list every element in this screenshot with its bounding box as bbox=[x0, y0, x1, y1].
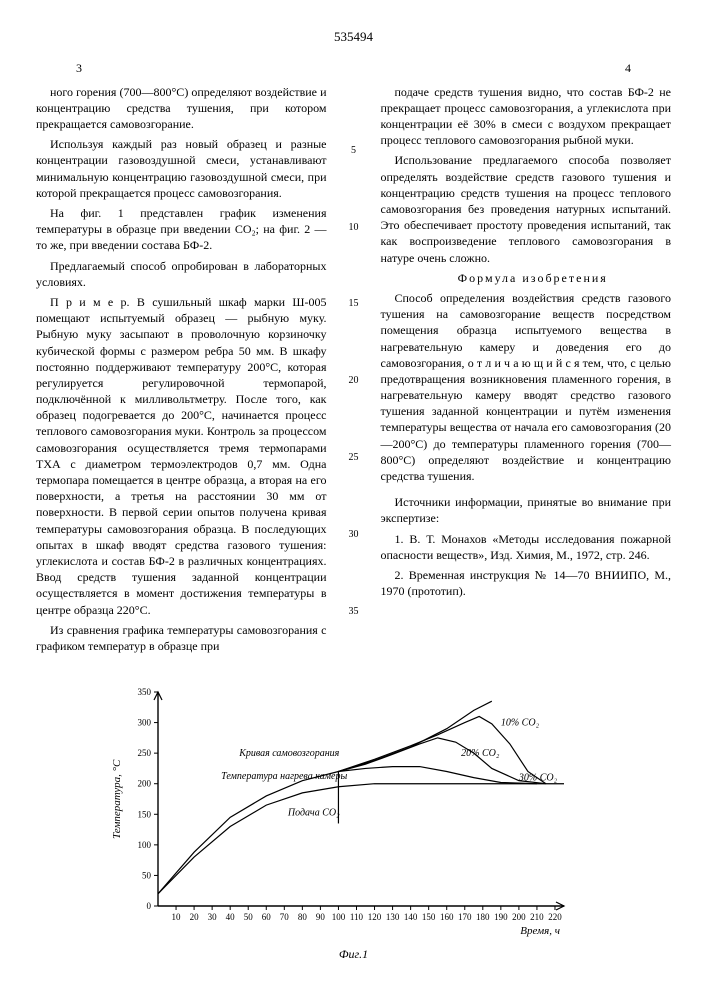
svg-text:10: 10 bbox=[171, 912, 181, 922]
svg-text:90: 90 bbox=[315, 912, 325, 922]
para: П р и м е р. В сушильный шкаф марки Ш-00… bbox=[36, 294, 327, 618]
svg-text:220: 220 bbox=[548, 912, 562, 922]
svg-text:Подача СО₂: Подача СО₂ bbox=[286, 808, 339, 819]
sources-title: Источники информации, принятые во вниман… bbox=[381, 494, 672, 526]
svg-text:110: 110 bbox=[349, 912, 363, 922]
para: Использование предлагаемого способа позв… bbox=[381, 152, 672, 265]
svg-text:50: 50 bbox=[142, 871, 152, 881]
svg-text:140: 140 bbox=[403, 912, 417, 922]
line-marker: 35 bbox=[345, 605, 363, 619]
line-marker: 20 bbox=[345, 374, 363, 388]
svg-text:100: 100 bbox=[137, 840, 151, 850]
line-marker: 25 bbox=[345, 451, 363, 465]
source-item: 2. Временная инструкция № 14—70 ВНИИПО, … bbox=[381, 567, 672, 599]
svg-text:210: 210 bbox=[530, 912, 544, 922]
para: Предлагаемый способ опробирован в лабора… bbox=[36, 258, 327, 290]
svg-text:30% СО₂: 30% СО₂ bbox=[517, 773, 557, 784]
para: Способ определения воздействия средств г… bbox=[381, 290, 672, 484]
svg-text:40: 40 bbox=[225, 912, 235, 922]
svg-text:20: 20 bbox=[189, 912, 199, 922]
svg-text:Температура, °С: Температура, °С bbox=[111, 759, 123, 839]
formula-title: Формула изобретения bbox=[381, 270, 672, 286]
left-column: ного горения (700—800°С) определяют возд… bbox=[36, 84, 327, 658]
svg-text:10% СО₂: 10% СО₂ bbox=[500, 718, 539, 729]
figure-1: 0 50 100 150 200 250 300 350 10 20 30 40 50 60 70 80 90 1… bbox=[36, 682, 671, 962]
svg-text:70: 70 bbox=[279, 912, 289, 922]
line-marker: 10 bbox=[345, 221, 363, 235]
svg-text:20% СО₂: 20% СО₂ bbox=[461, 748, 500, 759]
svg-text:250: 250 bbox=[137, 748, 151, 758]
svg-text:50: 50 bbox=[243, 912, 253, 922]
para: подаче средств тушения видно, что состав… bbox=[381, 84, 672, 149]
para: На фиг. 1 представлен график изменения т… bbox=[36, 205, 327, 254]
text-columns: ного горения (700—800°С) определяют возд… bbox=[36, 84, 671, 658]
line-chart: 0 50 100 150 200 250 300 350 10 20 30 40 50 60 70 80 90 1… bbox=[104, 682, 604, 942]
svg-text:100: 100 bbox=[331, 912, 345, 922]
svg-text:200: 200 bbox=[512, 912, 526, 922]
svg-text:160: 160 bbox=[439, 912, 453, 922]
svg-text:150: 150 bbox=[421, 912, 435, 922]
svg-text:Кривая самовозгорания: Кривая самовозгорания bbox=[238, 748, 339, 759]
line-marker: 15 bbox=[345, 297, 363, 311]
svg-text:350: 350 bbox=[137, 687, 151, 697]
svg-text:Время, ч: Время, ч bbox=[520, 925, 560, 937]
page-number-right: 4 bbox=[625, 60, 631, 76]
svg-text:30: 30 bbox=[207, 912, 217, 922]
svg-text:150: 150 bbox=[137, 809, 151, 819]
document-number: 535494 bbox=[36, 28, 671, 46]
line-marker: 30 bbox=[345, 528, 363, 542]
svg-text:Температура нагрева камеры: Температура нагрева камеры bbox=[221, 771, 347, 782]
svg-text:180: 180 bbox=[476, 912, 490, 922]
svg-text:80: 80 bbox=[297, 912, 307, 922]
svg-text:60: 60 bbox=[261, 912, 271, 922]
svg-text:300: 300 bbox=[137, 718, 151, 728]
svg-text:170: 170 bbox=[458, 912, 472, 922]
figure-caption: Фиг.1 bbox=[36, 946, 671, 962]
svg-text:190: 190 bbox=[494, 912, 508, 922]
source-item: 1. В. Т. Монахов «Методы исследования по… bbox=[381, 531, 672, 563]
line-number-gutter: 5 10 15 20 25 30 35 bbox=[345, 84, 363, 658]
para: ного горения (700—800°С) определяют возд… bbox=[36, 84, 327, 133]
svg-text:120: 120 bbox=[367, 912, 381, 922]
para: Из сравнения графика температуры самовоз… bbox=[36, 622, 327, 654]
svg-text:200: 200 bbox=[137, 779, 151, 789]
page-number-left: 3 bbox=[76, 60, 82, 76]
right-column: подаче средств тушения видно, что состав… bbox=[381, 84, 672, 658]
line-marker: 5 bbox=[345, 144, 363, 158]
para: Используя каждый раз новый образец и раз… bbox=[36, 136, 327, 201]
svg-text:0: 0 bbox=[146, 901, 151, 911]
svg-text:130: 130 bbox=[385, 912, 399, 922]
